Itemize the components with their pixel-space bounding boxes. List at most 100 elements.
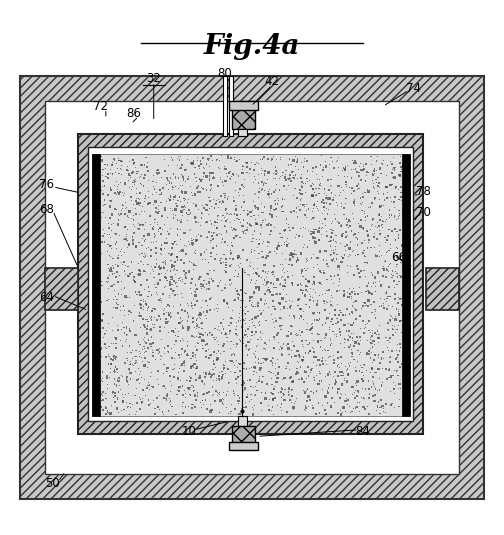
Point <box>323 227 331 236</box>
Point <box>192 288 200 297</box>
Point <box>204 258 212 266</box>
Point <box>167 273 175 281</box>
Point <box>209 376 217 385</box>
Point <box>303 243 311 251</box>
Point <box>247 327 256 336</box>
Point <box>399 297 407 305</box>
Point <box>396 209 404 218</box>
Point <box>200 203 208 212</box>
Point <box>342 394 350 403</box>
Point <box>377 302 385 310</box>
Point <box>251 364 259 372</box>
Point <box>105 352 113 361</box>
Point <box>216 156 224 165</box>
Point <box>185 211 193 219</box>
Point <box>217 328 225 337</box>
Point <box>193 297 201 305</box>
Point <box>222 177 230 186</box>
Point <box>130 228 138 237</box>
Point <box>177 208 185 216</box>
Point <box>95 379 103 388</box>
Point <box>374 221 383 230</box>
Point <box>287 386 295 395</box>
Bar <box>238 129 247 136</box>
Point <box>175 387 183 396</box>
Point <box>302 337 310 345</box>
Point <box>156 348 164 356</box>
Point <box>139 220 147 229</box>
Point <box>197 160 205 169</box>
Point <box>389 410 397 418</box>
Point <box>299 272 307 281</box>
Point <box>352 380 360 388</box>
Point <box>287 330 295 338</box>
Bar <box>232 109 255 129</box>
Point <box>344 293 352 301</box>
Point <box>297 374 305 383</box>
Point <box>166 336 174 345</box>
Point <box>133 355 141 363</box>
Point <box>94 202 102 210</box>
Point <box>157 245 165 254</box>
Point <box>285 365 293 373</box>
Point <box>386 316 394 324</box>
Point <box>117 386 125 394</box>
Point <box>142 169 150 178</box>
Point <box>231 155 239 164</box>
Point <box>402 300 410 308</box>
Point <box>138 220 146 228</box>
Point <box>283 407 291 416</box>
Point <box>199 281 207 290</box>
Point <box>284 267 292 276</box>
Point <box>255 318 263 326</box>
Point <box>393 248 401 257</box>
Point <box>330 247 338 255</box>
Point <box>367 339 375 347</box>
Point <box>223 209 231 218</box>
Point <box>376 229 385 238</box>
Point <box>242 256 250 264</box>
Point <box>353 332 361 341</box>
Point <box>326 167 334 175</box>
Point <box>230 153 238 162</box>
Point <box>351 393 359 402</box>
Point <box>392 184 400 193</box>
Point <box>265 239 273 247</box>
Point <box>285 391 293 400</box>
Point <box>231 226 239 235</box>
Point <box>115 189 123 198</box>
Point <box>262 179 270 188</box>
Point <box>302 206 310 215</box>
Point <box>254 300 262 309</box>
Point <box>186 391 194 399</box>
Point <box>403 373 411 382</box>
Point <box>106 197 114 205</box>
Point <box>129 233 137 241</box>
Point <box>260 280 268 288</box>
Point <box>186 225 194 233</box>
Point <box>249 406 258 414</box>
Point <box>222 268 230 276</box>
Point <box>241 230 249 238</box>
Point <box>400 227 408 235</box>
Point <box>318 230 326 239</box>
Point <box>338 232 346 241</box>
Point <box>91 316 99 325</box>
Point <box>154 218 162 227</box>
Point <box>302 213 310 221</box>
Point <box>184 393 193 401</box>
Point <box>165 249 173 258</box>
Point <box>215 372 223 380</box>
Point <box>228 314 236 323</box>
Point <box>135 238 143 247</box>
Point <box>244 325 252 333</box>
Point <box>219 342 227 350</box>
Point <box>356 222 364 231</box>
Point <box>329 256 337 265</box>
Point <box>169 327 177 336</box>
Point <box>344 223 352 232</box>
Point <box>319 196 327 204</box>
Point <box>348 336 356 345</box>
Point <box>260 152 268 161</box>
Point <box>314 165 322 173</box>
